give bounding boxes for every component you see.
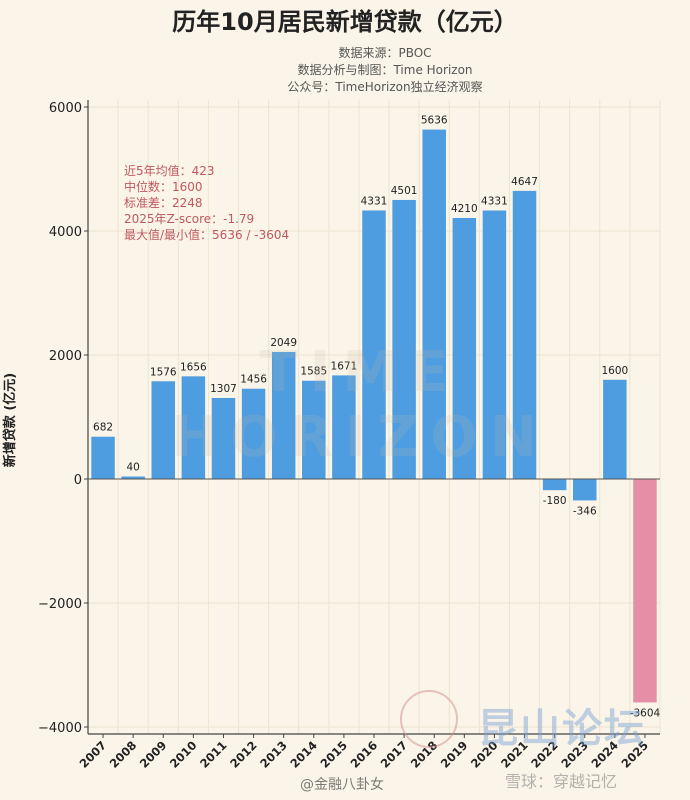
stats-line: 2025年Z-score：-1.79 xyxy=(124,212,254,226)
bar-2011 xyxy=(211,397,236,479)
data-label-2016: 4331 xyxy=(361,195,388,207)
bar-2015 xyxy=(332,375,356,479)
stats-line: 最大值/最小值：5636 / -3604 xyxy=(124,227,289,242)
data-label-2014: 1585 xyxy=(300,366,327,378)
x-tick-label-2013: 2013 xyxy=(257,738,290,771)
stats-line: 标准差：2248 xyxy=(124,196,203,210)
stats-line: 中位数：1600 xyxy=(124,179,203,194)
x-tick-label-2015: 2015 xyxy=(317,738,350,771)
y-tick-label: 4000 xyxy=(49,225,82,240)
data-label-2025: -3604 xyxy=(630,707,661,719)
x-tick-label-2010: 2010 xyxy=(167,738,200,771)
x-tick-label-2011: 2011 xyxy=(197,738,230,771)
stats-line: 近5年均值：423 xyxy=(124,163,215,178)
y-tick-label: 2000 xyxy=(49,349,82,364)
bars-group xyxy=(91,129,657,703)
data-label-2024: 1600 xyxy=(601,365,628,377)
forum-watermark: 昆山论坛 xyxy=(478,705,646,752)
y-tick-label: 0 xyxy=(74,473,82,488)
data-label-2020: 4331 xyxy=(481,195,508,207)
bar-2023 xyxy=(572,479,597,501)
data-label-2007: 682 xyxy=(93,422,113,434)
data-label-2008: 40 xyxy=(126,462,139,474)
bar-2016 xyxy=(362,210,386,479)
bar-2024 xyxy=(603,379,627,479)
background-watermark: TIME HORIZON xyxy=(171,340,549,470)
bar-2017 xyxy=(392,199,416,480)
data-label-2017: 4501 xyxy=(391,185,418,197)
x-tick-label-2014: 2014 xyxy=(287,738,320,771)
data-label-2021: 4647 xyxy=(511,176,538,188)
data-label-2023: -346 xyxy=(573,505,597,517)
x-tick-label-2016: 2016 xyxy=(348,738,381,771)
x-tick-label-2017: 2017 xyxy=(378,738,411,771)
chart-subtitle-author: 数据分析与制图：Time Horizon xyxy=(297,62,472,77)
weibo-watermark: @金融八卦女 xyxy=(300,777,384,793)
bar-2020 xyxy=(482,210,507,479)
x-tick-label-2009: 2009 xyxy=(137,738,170,771)
bar-2008 xyxy=(121,476,145,479)
x-tick-label-2012: 2012 xyxy=(227,738,260,771)
y-tick-label: −4000 xyxy=(38,721,82,736)
y-tick-label: −2000 xyxy=(38,597,82,612)
bar-2010 xyxy=(181,376,206,479)
forum-logo xyxy=(400,690,458,748)
bar-2019 xyxy=(452,217,477,480)
x-tick-label-2007: 2007 xyxy=(77,738,110,771)
data-label-2018: 5636 xyxy=(421,115,448,127)
bar-2007 xyxy=(91,436,115,479)
bar-2013 xyxy=(271,351,296,479)
data-label-2013: 2049 xyxy=(270,337,297,349)
bar-2012 xyxy=(241,388,266,479)
xueqiu-watermark: 雪球：穿越记忆 xyxy=(505,772,618,791)
data-label-2011: 1307 xyxy=(210,383,237,395)
data-label-2012: 1456 xyxy=(240,374,267,386)
y-axis-label: 新增贷款 (亿元) xyxy=(2,373,18,467)
bar-2025 xyxy=(633,479,657,703)
chart-title: 历年10月居民新增贷款（亿元） xyxy=(172,8,517,36)
data-label-2009: 1576 xyxy=(150,366,177,378)
chart-subtitle-account: 公众号：TimeHorizon独立经济观察 xyxy=(287,79,482,94)
bar-2014 xyxy=(302,380,326,479)
bar-2022 xyxy=(542,479,567,491)
bar-2009 xyxy=(151,381,176,479)
data-label-2010: 1656 xyxy=(180,361,207,373)
data-label-2022: -180 xyxy=(543,495,567,507)
y-tick-label: 6000 xyxy=(49,101,82,116)
bar-2021 xyxy=(512,190,537,480)
chart-subtitle-source: 数据来源：PBOC xyxy=(338,45,431,60)
bar-2018 xyxy=(422,129,446,479)
data-label-2019: 4210 xyxy=(451,203,478,215)
data-label-2015: 1671 xyxy=(331,360,358,372)
x-tick-label-2008: 2008 xyxy=(107,738,140,771)
